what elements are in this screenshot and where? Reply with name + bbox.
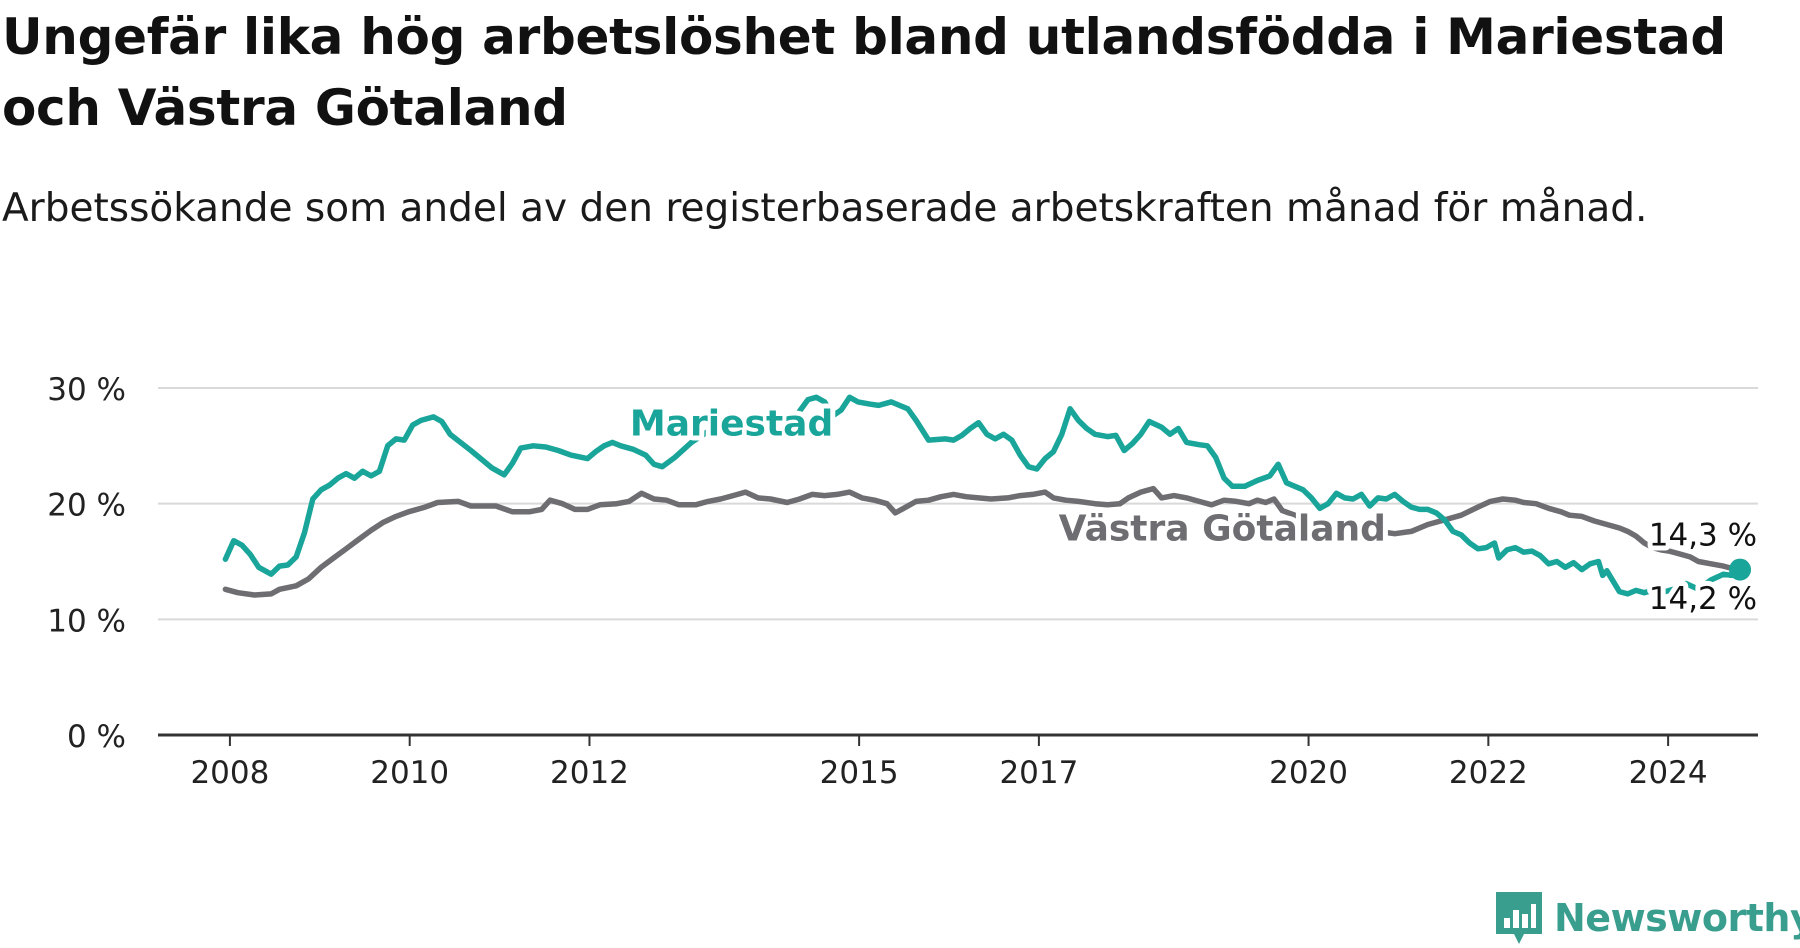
y-tick-label: 10 % xyxy=(47,603,126,639)
x-tick-label: 2012 xyxy=(550,755,629,791)
x-tick-label: 2020 xyxy=(1269,755,1348,791)
end-value-label-mariestad: 14,3 % xyxy=(1649,517,1757,553)
y-tick-label: 20 % xyxy=(47,488,126,524)
chart-subtitle: Arbetssökande som andel av den registerb… xyxy=(2,186,1648,231)
x-tick-label: 2010 xyxy=(370,755,449,791)
newsworthy-chart-icon xyxy=(1496,892,1542,944)
x-tick-label: 2017 xyxy=(999,755,1078,791)
brand-name: Newsworthy xyxy=(1554,896,1800,940)
chart-title: Ungefär lika hög arbetslöshet bland utla… xyxy=(2,8,1726,137)
newsworthy-brand: Newsworthy xyxy=(1494,890,1800,946)
y-tick-label: 30 % xyxy=(47,372,126,408)
x-tick-label: 2024 xyxy=(1629,755,1708,791)
series-line-v-stra-g-taland xyxy=(222,485,1743,598)
chart-labels: Mariestad Västra Götaland 14,3 % 14,2 % xyxy=(625,398,1762,622)
x-tick-label: 2008 xyxy=(190,755,269,791)
x-tick-label: 2015 xyxy=(820,755,899,791)
y-tick-label: 0 % xyxy=(67,719,126,755)
end-point-marker xyxy=(1729,558,1752,581)
x-tick-label: 2022 xyxy=(1449,755,1528,791)
axes: 0 % 10 % 20 % 30 % 2008 2010 2012 2015 2017 2020 2… xyxy=(47,372,1758,791)
series-line-mariestad xyxy=(222,394,1743,597)
series-label-mariestad: Mariestad xyxy=(630,403,833,444)
end-value-label-vastra-gotaland: 14,2 % xyxy=(1649,581,1757,617)
series-label-vastra-gotaland: Västra Götaland xyxy=(1059,509,1386,550)
series-lines xyxy=(222,394,1752,598)
